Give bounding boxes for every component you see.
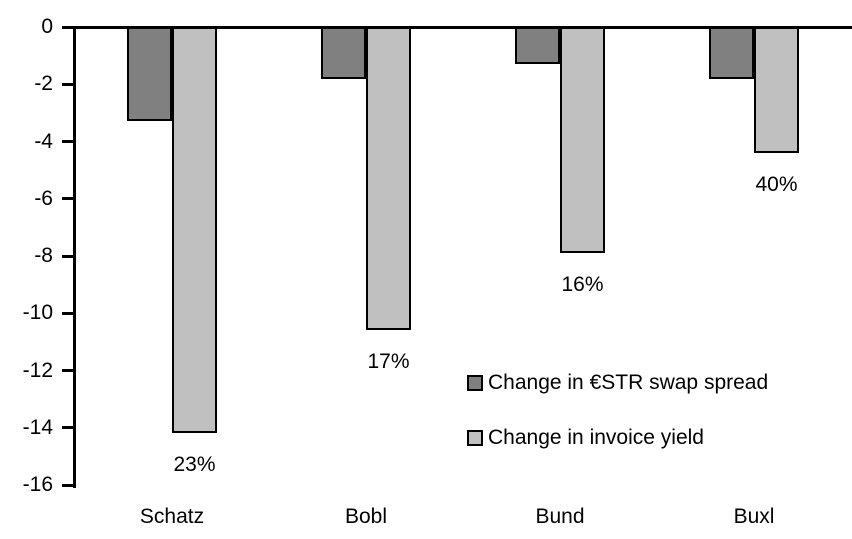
x-axis-category-label: Bund	[535, 505, 585, 528]
y-axis-tick	[62, 82, 73, 86]
y-axis-line	[73, 26, 76, 488]
legend-swatch-swap-spread	[467, 375, 483, 391]
legend-item-invoice-yield: Change in invoice yield	[467, 427, 768, 449]
legend-item-swap-spread: Change in €STR swap spread	[467, 372, 768, 394]
y-axis-tick	[62, 369, 73, 372]
bar-bund-series1	[560, 27, 605, 253]
y-axis-tick	[62, 426, 73, 430]
y-axis-tick-label: -12	[22, 358, 53, 382]
bar-schatz-series1	[172, 27, 217, 433]
x-axis-zero-line	[73, 26, 852, 29]
legend-swatch-invoice-yield	[467, 430, 483, 446]
y-axis-tick-label: -10	[22, 301, 53, 325]
y-axis-tick	[62, 140, 73, 143]
y-axis-tick	[62, 254, 73, 258]
x-axis-category-label: Buxl	[733, 505, 775, 528]
legend-label-swap-spread: Change in €STR swap spread	[488, 371, 769, 394]
y-axis-tick	[62, 197, 73, 201]
y-axis-tick-label: -14	[22, 415, 53, 439]
y-axis-tick	[62, 25, 73, 29]
bar-value-label: 16%	[561, 273, 604, 297]
bar-value-label: 17%	[367, 350, 410, 374]
bar-value-label: 40%	[755, 172, 798, 196]
legend-label-invoice-yield: Change in invoice yield	[488, 426, 704, 449]
bar-bobl-series1	[366, 27, 411, 330]
bar-schatz-series0	[127, 27, 172, 121]
y-axis-tick-label: 0	[41, 15, 53, 38]
y-axis-tick-label: -6	[34, 186, 53, 210]
y-axis-tick-label: -8	[34, 244, 53, 267]
bar-value-label: 23%	[173, 453, 216, 477]
y-axis-tick-label: -4	[34, 129, 53, 153]
bar-bund-series0	[515, 27, 560, 64]
bar-buxl-series0	[709, 27, 754, 79]
y-axis-tick-label: -16	[22, 473, 53, 496]
x-axis-category-label: Schatz	[139, 505, 205, 528]
y-axis-tick-label: -2	[34, 72, 53, 96]
bar-buxl-series1	[754, 27, 799, 153]
bar-bobl-series0	[321, 27, 366, 79]
x-axis-category-label: Bobl	[344, 505, 388, 528]
legend: Change in €STR swap spread Change in inv…	[467, 372, 768, 482]
y-axis-tick	[62, 483, 73, 487]
y-axis-tick	[62, 311, 73, 315]
